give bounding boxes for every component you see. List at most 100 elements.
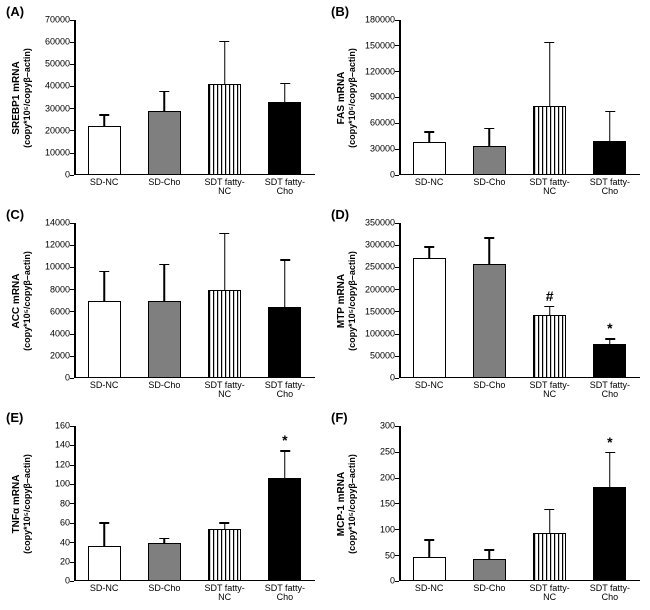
y-tick-label: 200000 <box>355 285 395 294</box>
y-tick-label: 80 <box>30 499 70 508</box>
bar <box>533 106 566 175</box>
bar <box>533 315 566 378</box>
bar <box>208 84 241 175</box>
error-bar <box>224 233 226 291</box>
y-tick-label: 100000 <box>355 329 395 338</box>
x-category-label: SDT fatty-Cho <box>243 178 327 196</box>
error-bar <box>224 522 226 530</box>
y-tick-label: 30000 <box>30 104 70 113</box>
x-category-label: SDT fatty-Cho <box>243 584 327 602</box>
y-tick-label: 200 <box>355 473 395 482</box>
error-bar <box>164 91 166 112</box>
bar-group: SDT fatty-Cho <box>255 20 315 175</box>
panel-label: (C) <box>6 207 24 222</box>
panel-label: (A) <box>6 4 24 19</box>
bar <box>413 557 446 581</box>
plot-area: 050100150200250300SD-NCSD-ChoSDT fatty-N… <box>399 426 640 581</box>
panel-label: (F) <box>331 410 348 425</box>
error-bar <box>224 41 226 85</box>
y-tick-label: 140 <box>30 441 70 450</box>
error-bar <box>284 83 286 103</box>
y-tick-label: 350000 <box>355 218 395 227</box>
error-bar <box>428 131 430 143</box>
bar-group: *SDT fatty-Cho <box>255 426 315 581</box>
chart-panel-d: (D)MTP mRNA(copy*10⁵/copyβ–actin)0500001… <box>325 203 650 406</box>
y-tick-label: 20 <box>30 557 70 566</box>
bars-container: SD-NCSD-ChoSDT fatty-NCSDT fatty-Cho <box>399 20 640 175</box>
y-tick-label: 8000 <box>30 285 70 294</box>
y-tick-label: 120 <box>30 460 70 469</box>
error-bar <box>428 539 430 558</box>
y-tick-label: 50000 <box>30 60 70 69</box>
bar-group: SD-Cho <box>459 223 519 378</box>
y-tick-label: 300 <box>355 422 395 431</box>
y-tick-label: 100 <box>355 525 395 534</box>
y-tick-label: 160 <box>30 422 70 431</box>
error-bar <box>164 538 166 544</box>
y-tick-label: 2000 <box>30 352 70 361</box>
bar-group: SDT fatty-NC <box>195 426 255 581</box>
bar-group: SDT fatty-NC <box>195 223 255 378</box>
y-tick-label: 40000 <box>30 82 70 91</box>
error-bar <box>164 264 166 302</box>
chart-row: (E)TNFα mRNA(copy*10⁵/copyβ–actin)020406… <box>0 406 650 609</box>
y-tick-label: 60 <box>30 519 70 528</box>
y-tick-label: 10000 <box>30 263 70 272</box>
significance-marker: * <box>282 433 287 447</box>
error-bar <box>609 452 611 488</box>
bar <box>268 307 301 378</box>
panel-label: (D) <box>331 207 349 222</box>
y-tick-label: 150000 <box>355 307 395 316</box>
bar-group: SD-Cho <box>459 20 519 175</box>
bar <box>88 546 121 581</box>
plot-area: 0300006000090000120000150000180000SD-NCS… <box>399 20 640 175</box>
bars-container: SD-NCSD-ChoSDT fatty-NC*SDT fatty-Cho <box>399 426 640 581</box>
bar <box>593 141 626 176</box>
x-category-label: SDT fatty-Cho <box>243 381 327 399</box>
y-tick-label: 300000 <box>355 241 395 250</box>
chart-row: (C) ACC mRNA(copy*10⁵/copyβ–actin) 0200040… <box>0 203 650 406</box>
bar-group: SDT fatty-NC <box>520 426 580 581</box>
panel-label: (E) <box>6 410 23 425</box>
y-tick-label: 250000 <box>355 263 395 272</box>
bar <box>88 126 121 175</box>
error-bar <box>103 522 105 547</box>
error-bar <box>609 338 611 344</box>
bar <box>148 543 181 582</box>
chart-panel-b: (B)FAS mRNA(copy*10⁵/copyβ–actin)0300006… <box>325 0 650 203</box>
plot-area: 02000400060008000100001200014000SD-NCSD-… <box>74 223 315 378</box>
bar-group: SDT fatty-Cho <box>580 20 640 175</box>
bars-container: SD-NCSD-ChoSDT fatty-NCSDT fatty-Cho <box>74 223 315 378</box>
chart-panel-a: (A)SREBP1 mRNA(copy*10⁵/copyβ–actin)0100… <box>0 0 325 203</box>
bar <box>413 258 446 378</box>
bar <box>268 102 301 175</box>
plot-area: 010000200003000040000500006000070000SD-N… <box>74 20 315 175</box>
bar <box>208 290 241 379</box>
plot-area: 020406080100120140160SD-NCSD-ChoSDT fatt… <box>74 426 315 581</box>
y-tick-label: 14000 <box>30 218 70 227</box>
error-bar <box>103 114 105 127</box>
y-axis-title: MTP mRNA(copy*10⁵/copyβ–actin) <box>337 251 357 351</box>
bars-container: SD-NCSD-ChoSDT fatty-NC*SDT fatty-Cho <box>74 426 315 581</box>
chart-panel-f: (F)MCP-1 mRNA(copy*10⁵/copyβ–actin)05010… <box>325 406 650 609</box>
bar-group: SD-NC <box>399 223 459 378</box>
y-tick-label: 40 <box>30 538 70 547</box>
y-tick-label: 50 <box>355 551 395 560</box>
error-bar <box>609 111 611 142</box>
y-axis-title: FAS mRNA(copy*10⁵/copyβ–actin) <box>337 48 357 148</box>
bar-group: SD-Cho <box>134 223 194 378</box>
error-bar <box>284 450 286 479</box>
bar-group: #SDT fatty-NC <box>520 223 580 378</box>
y-tick-label: 4000 <box>30 329 70 338</box>
y-tick-label: 120000 <box>355 67 395 76</box>
bar <box>148 111 181 175</box>
bar-group: SD-NC <box>74 223 134 378</box>
bar <box>148 301 181 379</box>
error-bar <box>549 42 551 108</box>
y-axis-title: ACC mRNA(copy*10⁵/copyβ–actin) <box>12 251 32 351</box>
y-tick-label: 90000 <box>355 93 395 102</box>
bar-group: SDT fatty-NC <box>195 20 255 175</box>
bar-group: SD-NC <box>399 20 459 175</box>
y-tick-label: 6000 <box>30 307 70 316</box>
bar-group: SDT fatty-Cho <box>255 223 315 378</box>
